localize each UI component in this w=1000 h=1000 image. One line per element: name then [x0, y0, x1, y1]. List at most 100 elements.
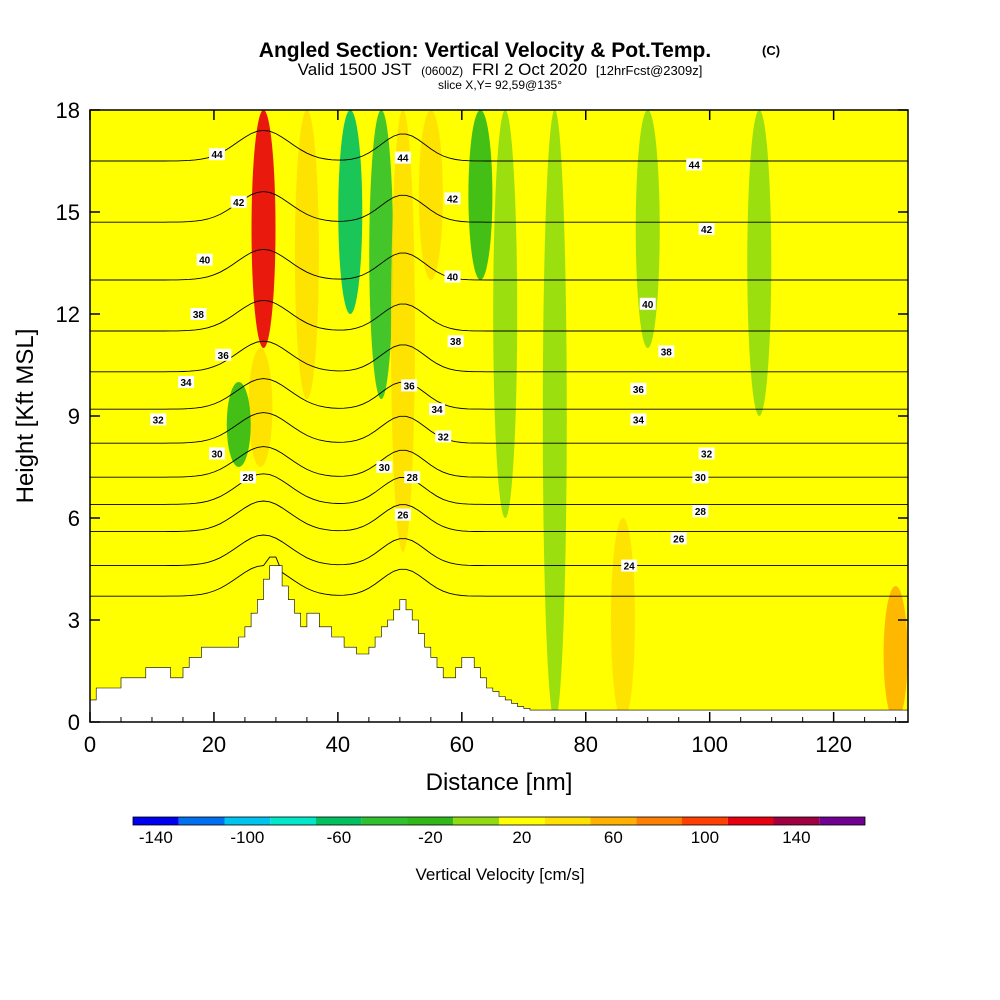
colorbar-tick-label: 140 — [782, 828, 810, 847]
colorbar-bin — [133, 817, 179, 825]
svg-text:44: 44 — [211, 150, 223, 161]
theta-contour-30 — [90, 446, 908, 478]
svg-text:40: 40 — [447, 273, 459, 284]
theta-contour-34 — [90, 378, 908, 410]
contour-label-40: 40 — [639, 297, 656, 311]
x-tick-labels: 0 20 40 60 80 100 120 — [84, 732, 852, 757]
velocity-cell — [251, 110, 276, 348]
contour-label-42: 42 — [698, 223, 715, 236]
x-axis-title: Distance [nm] — [426, 769, 573, 796]
theta-contour-28 — [90, 473, 908, 505]
x-tick-label: 0 — [84, 732, 96, 757]
x-tick-label: 80 — [574, 732, 598, 757]
velocity-cell — [635, 110, 660, 348]
velocity-cell — [390, 110, 415, 552]
axis-ticks — [89, 109, 908, 723]
velocity-cell — [883, 586, 908, 722]
colorbar-title: Vertical Velocity [cm/s] — [415, 865, 584, 884]
svg-text:40: 40 — [642, 300, 654, 311]
theta-contours — [90, 129, 908, 597]
colorbar-tick-label: 60 — [604, 828, 623, 847]
svg-text:44: 44 — [689, 160, 701, 171]
contour-label-44: 44 — [209, 148, 226, 161]
y-tick-label: 0 — [68, 710, 80, 735]
theta-contour-40 — [90, 248, 908, 281]
chart-subtitle: Valid 1500 JST (0600Z) FRI 2 Oct 2020 [1… — [298, 60, 703, 79]
svg-text:30: 30 — [695, 473, 707, 484]
colorbar-tick-label: 100 — [691, 828, 719, 847]
contour-label-36: 36 — [215, 348, 232, 362]
svg-text:32: 32 — [701, 449, 713, 460]
theta-contour-32 — [90, 412, 908, 444]
contour-label-34: 34 — [630, 413, 647, 426]
velocity-cell — [369, 110, 394, 399]
x-tick-label: 60 — [450, 732, 474, 757]
theta-contour-38 — [90, 299, 908, 332]
contour-label-38: 38 — [447, 335, 464, 348]
colorbar-bin — [178, 817, 225, 825]
forecast-run: [12hrFcst@2309z] — [596, 63, 702, 78]
x-tick-label: 20 — [202, 732, 226, 757]
contour-label-40: 40 — [196, 253, 213, 267]
svg-text:42: 42 — [233, 198, 245, 209]
y-tick-label: 15 — [56, 200, 80, 225]
contour-label-40: 40 — [444, 270, 461, 284]
plot-area: 44 44 44 42 42 42 40 40 40 38 38 38 36 36 36 34 34 34 32 32… — [89, 109, 909, 723]
svg-text:26: 26 — [673, 534, 685, 545]
contour-label-42: 42 — [230, 195, 247, 209]
svg-text:32: 32 — [153, 415, 165, 426]
svg-text:38: 38 — [193, 310, 205, 321]
velocity-field — [226, 110, 908, 722]
velocity-cell — [226, 382, 251, 467]
svg-text:34: 34 — [180, 378, 192, 389]
y-tick-label: 12 — [56, 302, 80, 327]
y-tick-labels: 0 3 6 9 12 15 18 — [56, 98, 80, 735]
colorbar-bin — [361, 817, 408, 825]
contour-label-38: 38 — [190, 308, 207, 321]
terrain-profile — [90, 565, 908, 722]
contour-label-34: 34 — [178, 376, 195, 389]
contour-label-42: 42 — [444, 192, 461, 205]
svg-text:44: 44 — [397, 154, 409, 165]
svg-text:36: 36 — [633, 385, 645, 396]
svg-text:32: 32 — [438, 432, 450, 443]
svg-text:36: 36 — [218, 351, 230, 362]
svg-text:40: 40 — [199, 256, 211, 267]
x-tick-label: 100 — [691, 732, 728, 757]
colorbar-frame — [132, 816, 866, 826]
x-tick-label: 40 — [326, 732, 350, 757]
x-tick-label: 120 — [815, 732, 852, 757]
svg-text:28: 28 — [407, 473, 419, 484]
colorbar-bin — [727, 817, 774, 825]
contour-label-32: 32 — [698, 447, 715, 460]
utc-time: (0600Z) — [421, 64, 463, 78]
colorbar-tick-label: 20 — [512, 828, 531, 847]
contour-label-34: 34 — [429, 403, 446, 416]
svg-text:24: 24 — [624, 562, 636, 573]
colorbar-tick-label: -20 — [418, 828, 443, 847]
theta-contour-24 — [90, 534, 908, 567]
svg-text:42: 42 — [701, 225, 713, 236]
contour-label-26: 26 — [670, 532, 687, 545]
y-tick-label: 6 — [68, 506, 80, 531]
contour-label-44: 44 — [394, 151, 411, 165]
colorbar-bin — [544, 817, 591, 825]
svg-text:30: 30 — [379, 463, 391, 474]
theta-contour-42 — [90, 191, 908, 223]
svg-text:34: 34 — [633, 415, 645, 426]
contour-label-30: 30 — [692, 471, 709, 484]
colorbar-bin — [773, 817, 820, 825]
velocity-cell — [493, 110, 518, 518]
colorbar — [132, 816, 866, 826]
contour-label-36: 36 — [630, 382, 647, 396]
contour-label-36: 36 — [401, 379, 418, 392]
contour-label-32: 32 — [150, 413, 167, 426]
colorbar-bin — [636, 817, 682, 825]
contour-label-28: 28 — [692, 505, 709, 518]
svg-text:38: 38 — [450, 337, 462, 348]
theta-contour-26 — [90, 500, 908, 533]
colorbar-bin — [270, 817, 316, 825]
colorbar-bin — [499, 817, 545, 825]
contour-label-44: 44 — [686, 158, 703, 171]
colorbar-bin — [316, 817, 362, 825]
